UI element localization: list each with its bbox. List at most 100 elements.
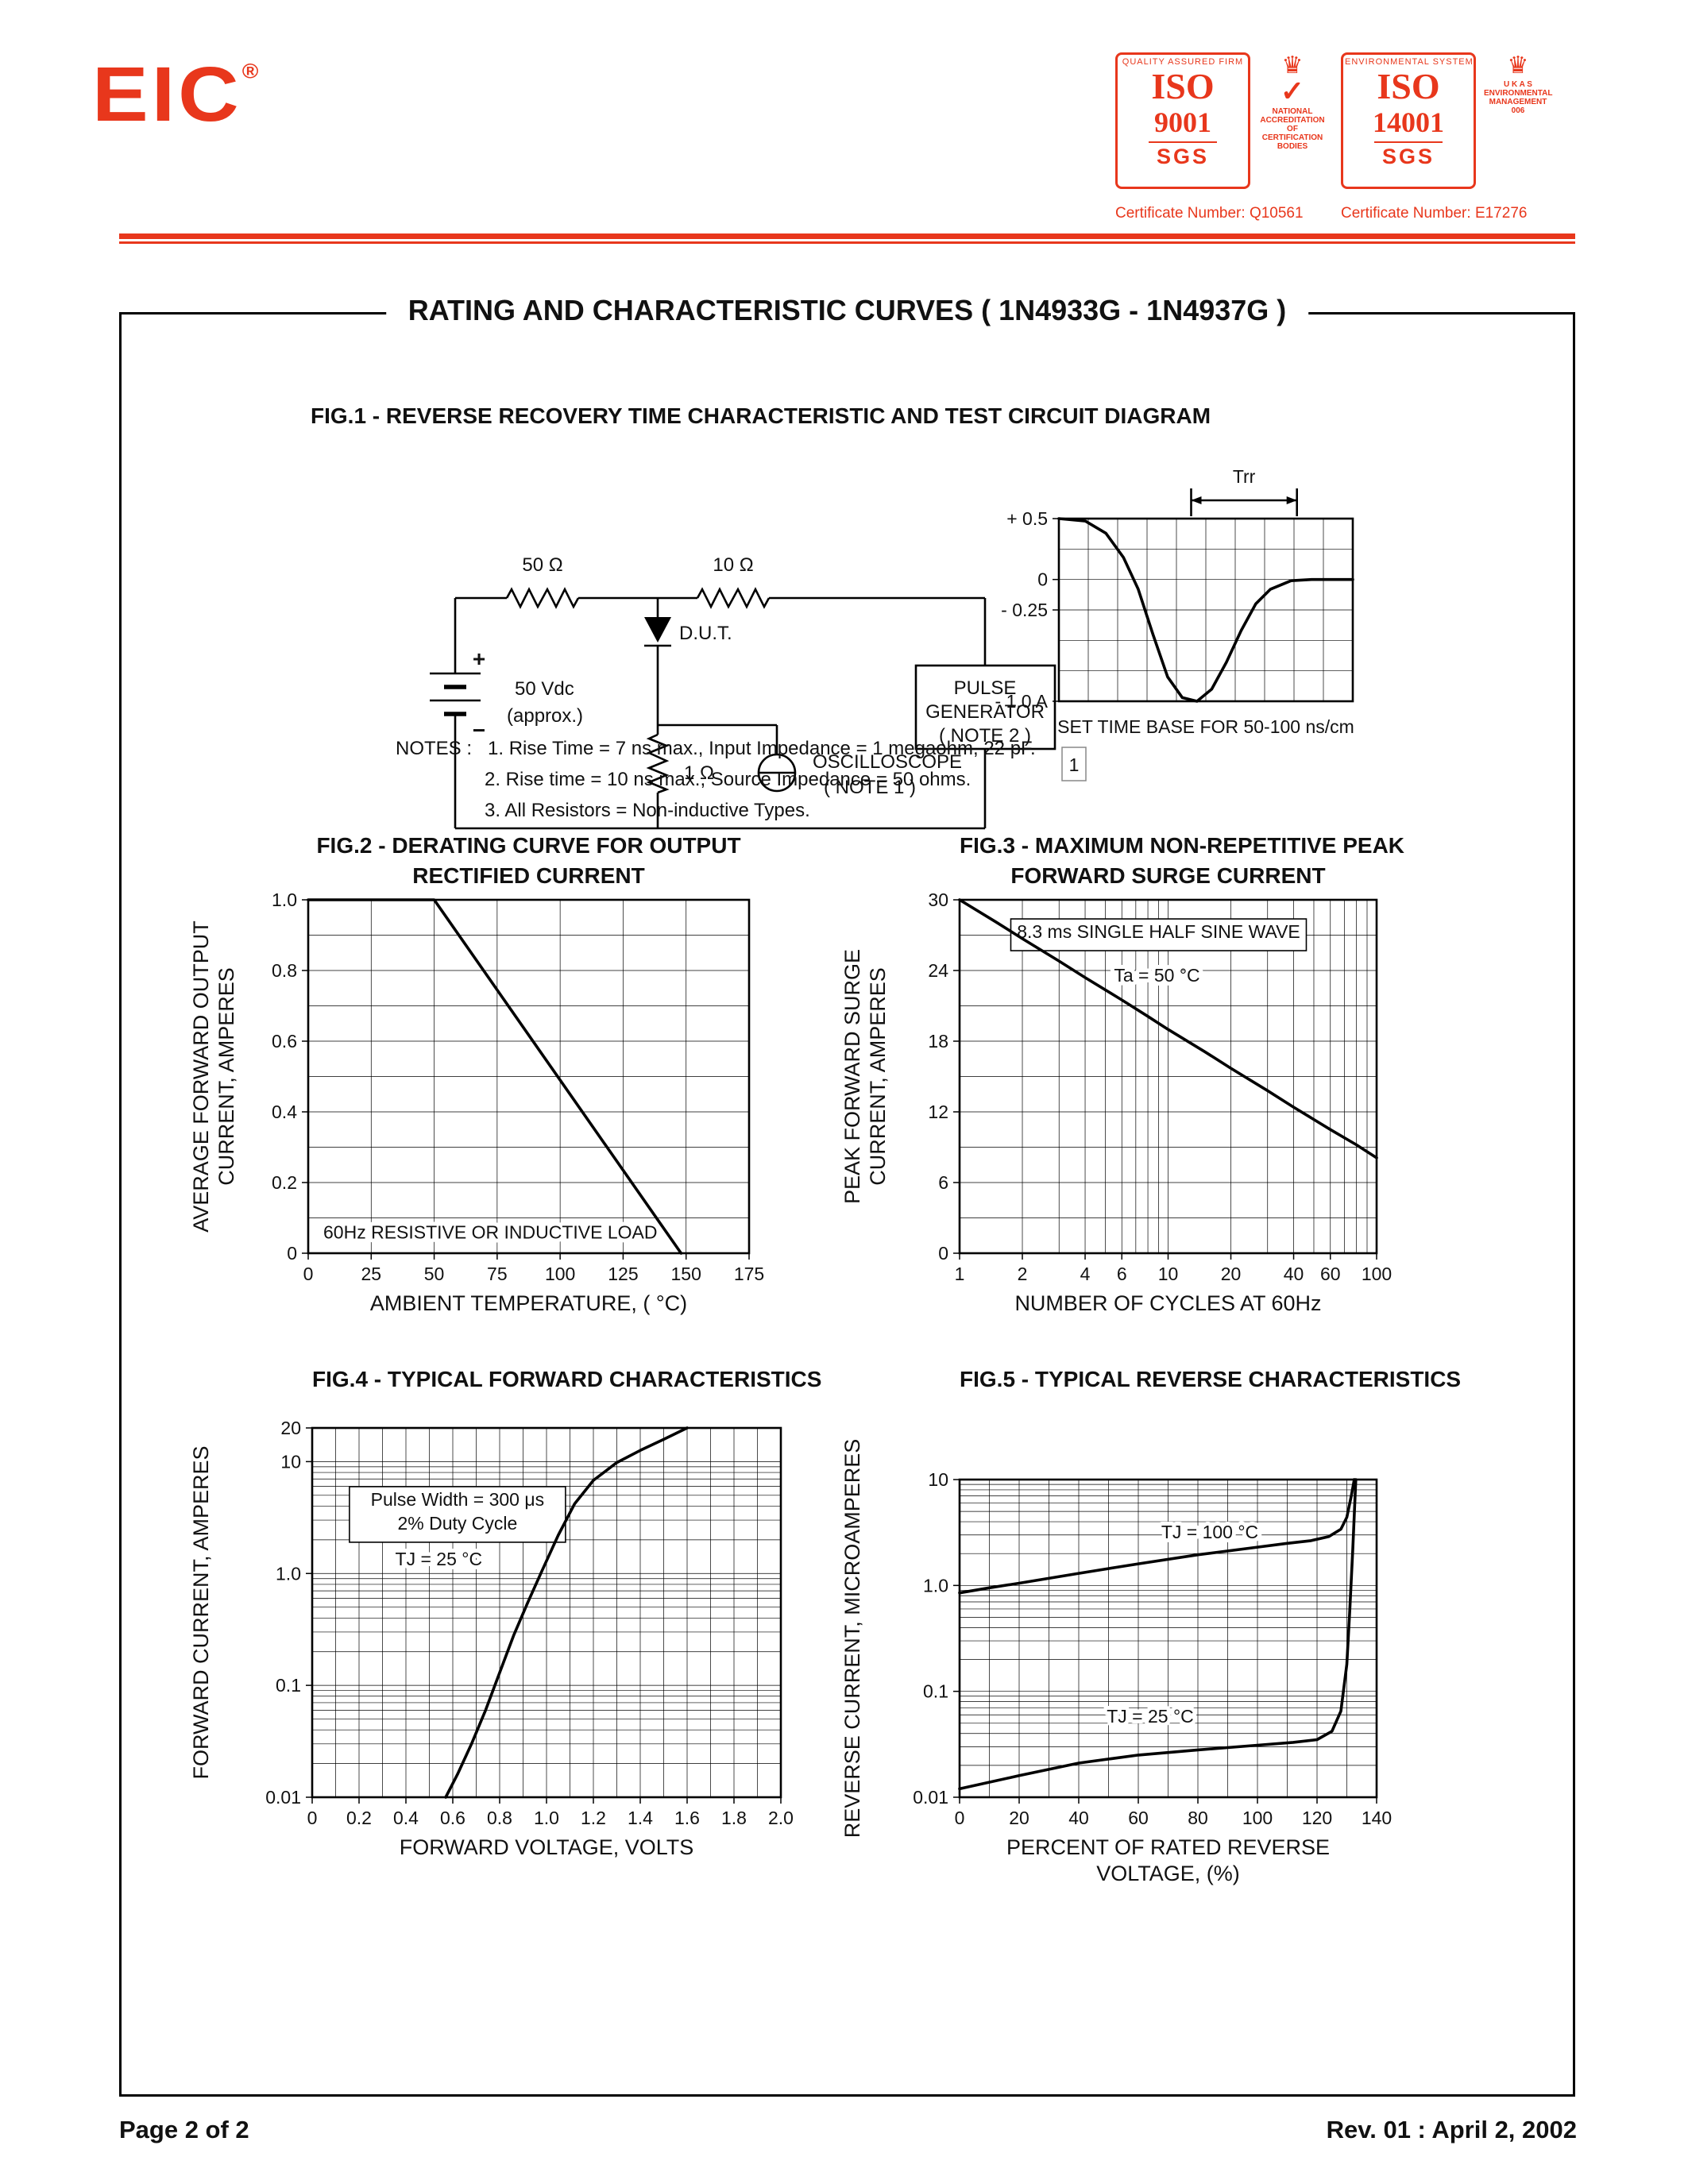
y-tick-label: 30 [928,889,948,910]
x-tick-label: 1.0 [534,1808,559,1828]
emblem-line: NATIONAL [1272,107,1313,116]
pulse-generator-box [914,664,1056,751]
y-axis-label: PEAK FORWARD SURGE [840,949,864,1204]
fig3-title: FIG.3 - MAXIMUM NON-REPETITIVE PEAK FORW… [960,831,1405,891]
fig2-derating-chart: 60Hz RESISTIVE OR INDUCTIVE LOAD 0 25 50 75 1… [189,889,764,1315]
fig3-title-line2: FORWARD SURGE CURRENT [1010,863,1326,888]
chart-annotation: 60Hz RESISTIVE OR INDUCTIVE LOAD [323,1221,657,1242]
iso-label: ISO [1151,66,1215,106]
x-tick-label: 80 [1188,1808,1208,1828]
x-tick-label: 60 [1128,1808,1149,1828]
resistor-1ohm [646,733,670,794]
fig4-title-line1: FIG.4 - TYPICAL FORWARD CHARACTERISTICS [312,1367,822,1391]
x-tick-label: 0.8 [487,1808,512,1828]
note-2: 2. Rise time = 10 ns max., Source Impeda… [485,769,971,790]
x-axis-label: AMBIENT TEMPERATURE, ( °C) [370,1291,687,1315]
y-tick-label: 0.1 [276,1675,301,1696]
badge-top-text: ENVIRONMENTAL SYSTEM [1345,57,1472,67]
x-tick-label: 0 [303,1264,314,1284]
fig1-waveform-chart: + 0.5 0 - 0.25 - 1.0 A Trr SET TIME BASE FOR … [995,466,1354,781]
label-1-ohm: 1 Ω [684,762,714,784]
y-axis-label: AVERAGE FORWARD OUTPUT [189,920,213,1233]
y-tick-label: 0.6 [272,1031,297,1051]
iso9001-badge-box: QUALITY ASSURED FIRM ISO 9001 SGS [1115,52,1250,189]
label-dut: D.U.T. [679,623,732,644]
x-tick-label: 1.6 [674,1808,700,1828]
header-rule [119,233,1575,244]
certificate-number: Certificate Number: Q10561 [1115,205,1304,222]
chart-annotation: Pulse Width = 300 μs [371,1489,544,1510]
revision: Rev. 01 : April 2, 2002 [1326,2116,1577,2143]
x-tick-label: 10 [1158,1264,1179,1284]
y-tick-label: 12 [928,1102,948,1122]
label-oscilloscope: OSCILLOSCOPE [813,751,962,773]
y-tick-label: 0.1 [923,1681,948,1702]
y-tick-label: 1.0 [923,1575,948,1596]
x-tick-label: 20 [1009,1808,1029,1828]
iso-label: ISO [1377,66,1440,106]
x-tick-label: 2 [1018,1264,1028,1284]
y-tick-label: 10 [928,1469,948,1490]
chart-annotation: Ta = 50 °C [1114,965,1199,986]
chart-annotation: 2% Duty Cycle [397,1513,517,1534]
fig3-title-line1: FIG.3 - MAXIMUM NON-REPETITIVE PEAK [960,833,1405,858]
fig4-forward-chart: Pulse Width = 300 μs 2% Duty Cycle TJ = 25… [189,1418,794,1859]
fig2-title-line1: FIG.2 - DERATING CURVE FOR OUTPUT [316,833,741,858]
x-tick-label: 40 [1284,1264,1304,1284]
certificate-number: Certificate Number: E17276 [1341,205,1528,222]
tj-25c-curve [958,1478,1358,1791]
y-tick-label: - 1.0 A [995,691,1049,712]
emblem-line: 006 [1511,106,1525,115]
note-row-1: NOTES : 1. Rise Time = 7 ns max., Input I… [396,733,1036,764]
badge-top-text: QUALITY ASSURED FIRM [1122,57,1244,67]
sgs-logo: SGS [1373,141,1443,169]
x-tick-label: 40 [1068,1808,1089,1828]
fig1-title: FIG.1 - REVERSE RECOVERY TIME CHARACTERI… [311,403,1211,428]
y-tick-label: 0.01 [265,1787,301,1808]
timebase-caption: SET TIME BASE FOR 50-100 ns/cm [1057,716,1354,737]
x-tick-label: 0.6 [440,1808,465,1828]
page-title: RATING AND CHARACTERISTIC CURVES ( 1N493… [385,294,1309,327]
y-axis-label: FORWARD CURRENT, AMPERES [189,1445,213,1779]
y-axis-label: REVERSE CURRENT, MICROAMPERES [840,1439,864,1839]
x-tick-label: 1.8 [721,1808,747,1828]
x-axis-label: VOLTAGE, (%) [1096,1862,1240,1885]
chart-annotation: TJ = 100 °C [1161,1522,1258,1542]
x-tick-label: 0.2 [346,1808,372,1828]
x-tick-label: 4 [1080,1264,1091,1284]
fig5-title: FIG.5 - TYPICAL REVERSE CHARACTERISTICS [960,1364,1461,1395]
label-generator: GENERATOR [925,701,1045,723]
x-tick-label: 75 [487,1264,508,1284]
chart-annotation: TJ = 25 °C [396,1549,483,1569]
crown-icon: ♛ [1507,52,1529,79]
label-source-voltage: 50 Vdc [515,678,574,700]
x-tick-label: 60 [1320,1264,1341,1284]
forward-vi-curve [444,1426,689,1799]
label-oscilloscope-note: ( NOTE 1 ) [824,777,916,798]
label-minus: − [473,718,485,743]
x-tick-label: 50 [424,1264,445,1284]
circuit-wires [454,596,987,830]
x-axis-label: NUMBER OF CYCLES AT 60Hz [1014,1291,1321,1315]
emblem-line: CERTIFICATION BODIES [1261,133,1323,151]
eic-logo: EIC® [92,32,258,138]
y-tick-label: 0.2 [272,1172,297,1193]
x-axis-label: FORWARD VOLTAGE, VOLTS [400,1835,694,1859]
diode-symbol [644,617,671,647]
ukas-emblem: ♛ U K A S ENVIRONMENTAL MANAGEMENT 006 [1484,52,1552,116]
x-tick-label: 1.2 [581,1808,606,1828]
x-tick-label: 0 [307,1808,318,1828]
label-plus: + [473,646,485,671]
rule-thick [119,233,1575,239]
emblem-line: ACCREDITATION OF [1260,116,1325,133]
iso-number: 9001 [1154,106,1211,138]
y-tick-label: 0 [938,1243,948,1264]
y-tick-label: 1.0 [272,889,297,910]
page-number: Page 2 of 2 [119,2116,249,2143]
eic-logo-text: EIC [92,51,242,138]
fig1-test-circuit-diagram: 50 Ω 10 Ω D.U.T. + − 50 Vdc (approx.) 1 … [430,554,1056,830]
x-tick-label: 100 [1242,1808,1273,1828]
y-axis-label: CURRENT, AMPERES [866,967,890,1186]
resistor-10ohm [696,587,771,609]
y-tick-label: 0.4 [272,1102,297,1122]
